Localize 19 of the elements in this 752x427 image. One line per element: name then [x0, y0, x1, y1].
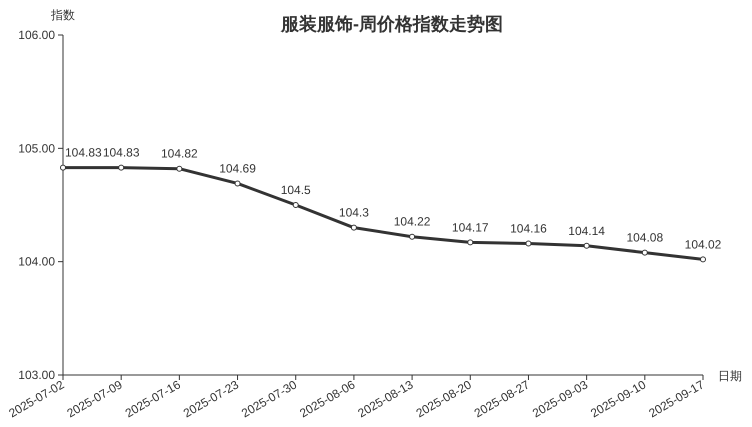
ytick: 105.00 — [18, 141, 55, 156]
data-label: 104.14 — [568, 224, 605, 238]
data-label: 104.3 — [338, 206, 369, 220]
data-label: 104.16 — [510, 222, 547, 236]
data-label: 104.22 — [394, 214, 430, 229]
ytick: 103.00 — [18, 368, 55, 382]
xlabel: 日期 — [718, 369, 742, 383]
title: 服装服饰-周价格指数走势图 — [281, 14, 503, 34]
data-label: 104.83 — [102, 146, 140, 160]
data-label: 104.83 — [65, 146, 102, 160]
data-label: 104.69 — [219, 161, 256, 176]
ytick: 104.00 — [18, 254, 55, 269]
data-label: 104.82 — [161, 146, 198, 161]
ylabel: 指数 — [51, 8, 75, 22]
ytick: 106.00 — [18, 28, 55, 42]
data-label: 104.08 — [626, 230, 664, 245]
data-label: 104.17 — [452, 220, 489, 234]
data-label: 104.02 — [684, 237, 722, 252]
data-label: 104.5 — [280, 183, 311, 197]
